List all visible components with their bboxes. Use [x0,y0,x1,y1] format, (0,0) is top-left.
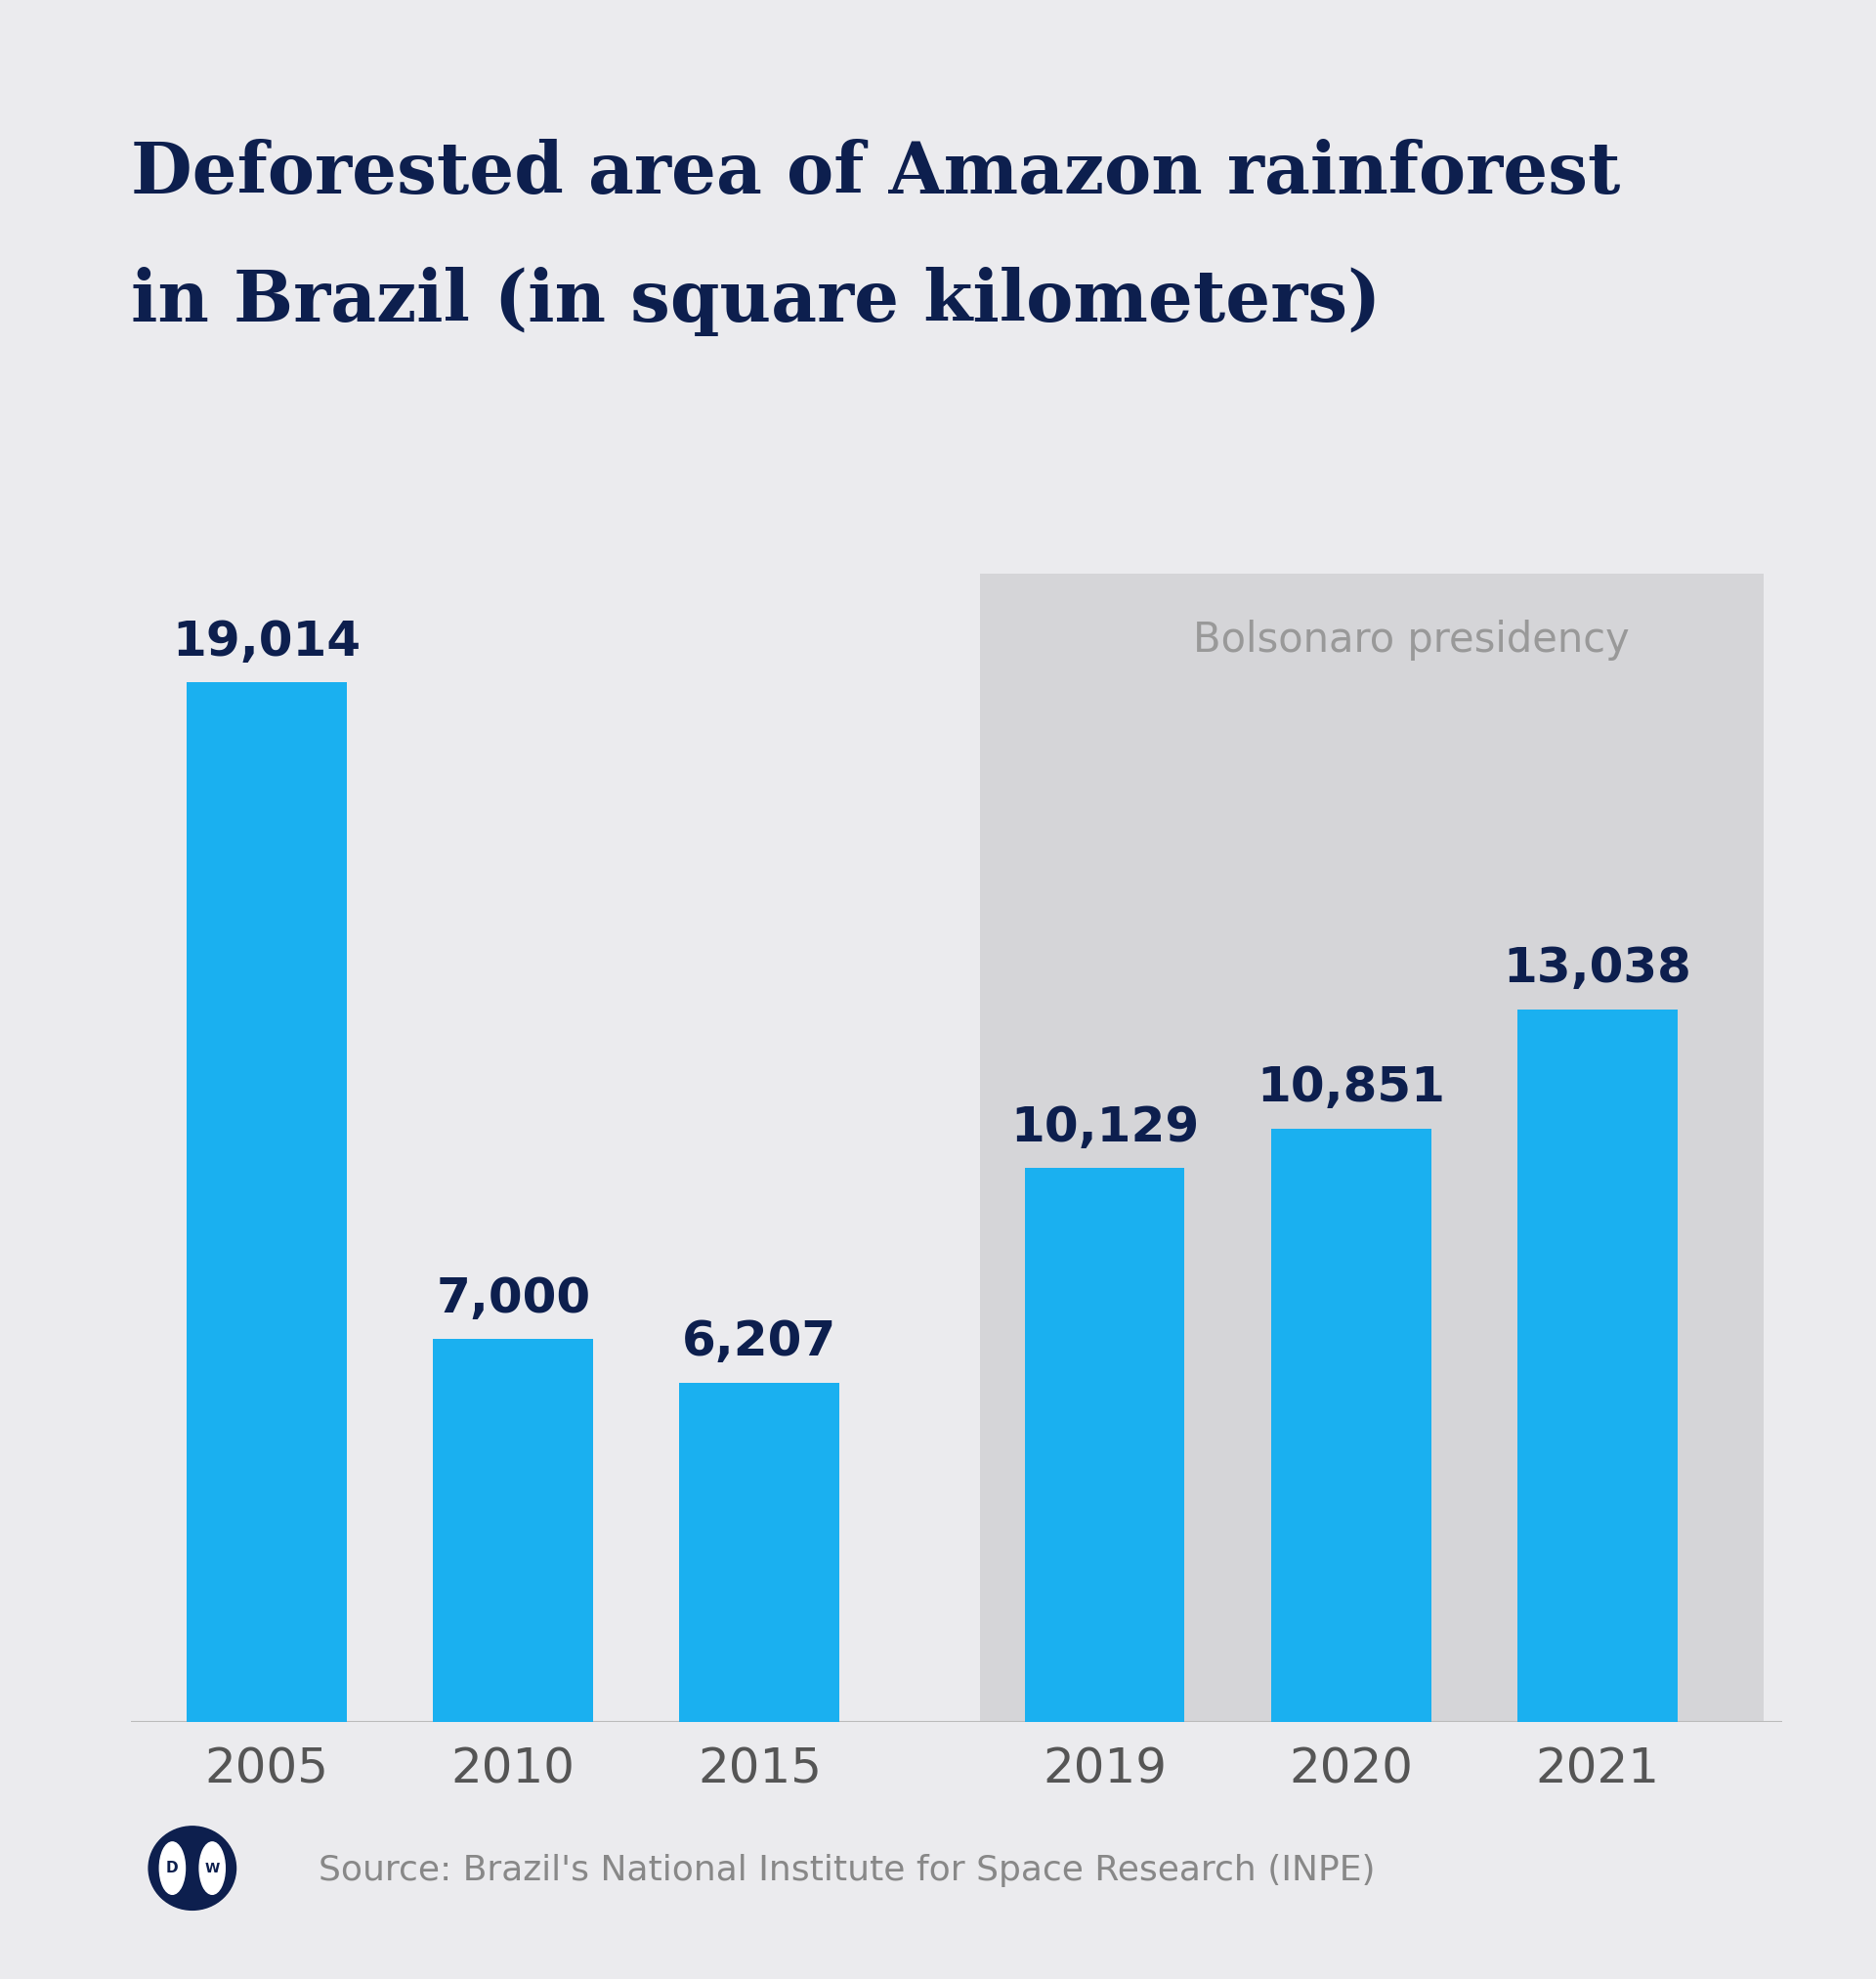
Bar [979,574,1763,1722]
Text: Deforested area of Amazon rainforest: Deforested area of Amazon rainforest [131,139,1621,208]
Text: Source: Brazil's National Institute for Space Research (INPE): Source: Brazil's National Institute for … [319,1854,1375,1886]
Text: Bolsonaro presidency: Bolsonaro presidency [1193,619,1630,661]
Ellipse shape [199,1842,225,1894]
Text: in Brazil (in square kilometers): in Brazil (in square kilometers) [131,267,1381,336]
Ellipse shape [159,1842,186,1894]
Text: D: D [167,1860,178,1876]
Bar [1270,1128,1431,1722]
Text: 13,038: 13,038 [1503,944,1692,991]
Text: 10,129: 10,129 [1009,1104,1199,1152]
Text: 19,014: 19,014 [173,617,362,665]
Bar [433,1340,593,1722]
Bar [679,1383,840,1722]
Bar [188,683,347,1722]
Text: 7,000: 7,000 [435,1274,591,1322]
Text: 6,207: 6,207 [683,1318,837,1366]
Bar [1024,1168,1184,1722]
Ellipse shape [148,1827,236,1910]
Text: 10,851: 10,851 [1257,1065,1445,1112]
Bar [1518,1009,1677,1722]
Text: W: W [204,1862,219,1874]
